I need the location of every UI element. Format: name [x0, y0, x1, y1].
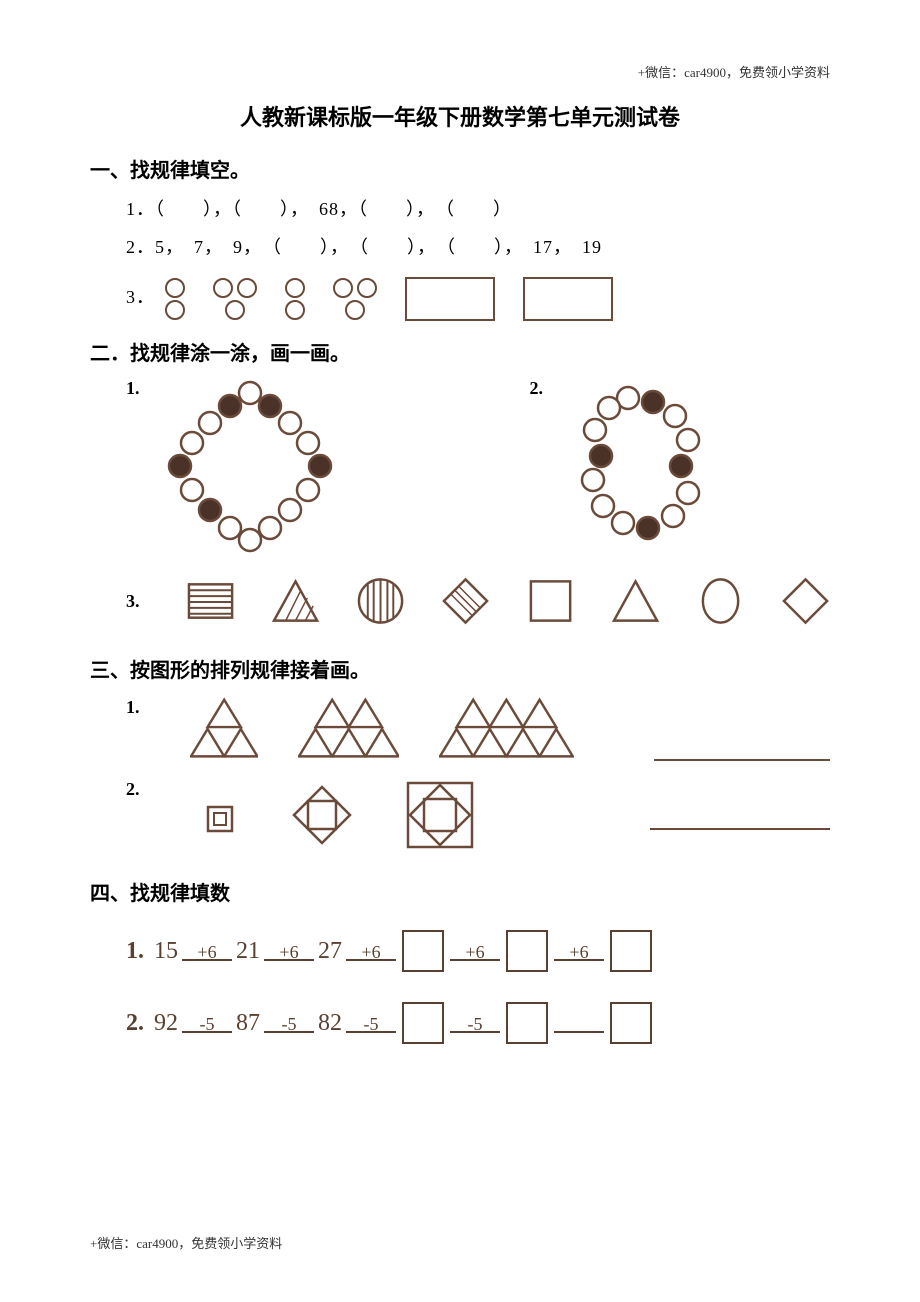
number-value: 87 [236, 1010, 260, 1037]
answer-line [650, 800, 830, 830]
hatched-triangle-icon [271, 576, 320, 626]
s1-q3-shapes [165, 277, 613, 321]
arrow-icon: +6 [264, 942, 314, 961]
circle-icon [165, 300, 185, 320]
circle-icon [213, 278, 233, 298]
s4-q2-label: 2. [126, 1010, 144, 1037]
circle-icon [357, 278, 377, 298]
arrow-icon: +6 [346, 942, 396, 961]
blank-box [405, 277, 495, 321]
lined-square-icon [186, 576, 235, 626]
tri-stack-2 [298, 697, 400, 761]
triangle-icon [611, 576, 660, 626]
lined-circle-icon [356, 576, 405, 626]
blank-box [506, 1002, 548, 1044]
circle-group-2 [213, 278, 257, 320]
s1-q2: 2．5， 7， 9， （ ）， （ ）， （ ）， 17， 19 [126, 233, 830, 259]
circle-icon [285, 300, 305, 320]
circle-group-1 [165, 278, 185, 320]
square-icon [526, 576, 575, 626]
number-value: 82 [318, 1010, 342, 1037]
header-note: +微信：car4900，免费领小学资料 [638, 62, 830, 81]
section1-heading: 一、找规律填空。 [90, 154, 830, 183]
arrow-icon: -5 [264, 1014, 314, 1033]
arrow-icon: -5 [182, 1014, 232, 1033]
blank-box [402, 930, 444, 972]
s4-q1: 1. 15 +6 21 +6 27 +6 +6 +6 [126, 930, 830, 972]
nested-shape-2 [290, 783, 354, 847]
answer-line [654, 731, 830, 761]
diamond-ring-icon [150, 378, 350, 558]
arrow-icon: -5 [346, 1014, 396, 1033]
number-value: 21 [236, 938, 260, 965]
arrow-icon: +6 [450, 942, 500, 961]
footer-note: +微信：car4900，免费领小学资料 [90, 1233, 282, 1252]
circle-icon [165, 278, 185, 298]
tri-stack-3 [439, 697, 574, 761]
s3-q2-label: 2. [126, 779, 140, 800]
blank-box [610, 1002, 652, 1044]
s2-q1-label: 1. [126, 378, 140, 399]
diamond-icon [781, 576, 830, 626]
section4-heading: 四、找规律填数 [90, 877, 830, 906]
section3-heading: 三、按图形的排列规律接着画。 [90, 654, 830, 683]
circle-group-4 [333, 278, 377, 320]
oval-icon [696, 576, 745, 626]
s4-q1-label: 1. [126, 938, 144, 965]
number-value: 27 [318, 938, 342, 965]
nested-shape-3 [404, 779, 476, 851]
arrow-icon: -5 [450, 1014, 500, 1033]
circle-group-3 [285, 278, 305, 320]
arrow-icon [554, 1014, 604, 1033]
blank-box [610, 930, 652, 972]
arrow-icon: +6 [554, 942, 604, 961]
flower-ring-icon [553, 378, 733, 558]
s1-q1: 1．（ ），（ ）， 68，（ ）， （ ） [126, 195, 830, 221]
circle-icon [225, 300, 245, 320]
blank-box [402, 1002, 444, 1044]
s2-q2-label: 2. [530, 378, 544, 399]
page-title: 人教新课标版一年级下册数学第七单元测试卷 [90, 100, 830, 132]
s2-q3-label: 3. [126, 591, 140, 612]
tri-stack-1 [190, 697, 258, 761]
s4-q2: 2. 92 -5 87 -5 82 -5 -5 [126, 1002, 830, 1044]
number-value: 92 [154, 1010, 178, 1037]
arrow-icon: +6 [182, 942, 232, 961]
circle-icon [285, 278, 305, 298]
nested-shape-1 [200, 787, 240, 843]
circle-icon [333, 278, 353, 298]
number-value: 15 [154, 938, 178, 965]
s1-q3-label: 3． [126, 283, 155, 309]
section2-heading: 二．找规律涂一涂，画一画。 [90, 337, 830, 366]
circle-icon [237, 278, 257, 298]
blank-box [506, 930, 548, 972]
hatched-diamond-icon [441, 576, 490, 626]
circle-icon [345, 300, 365, 320]
s3-q1-label: 1. [126, 697, 140, 718]
blank-box [523, 277, 613, 321]
